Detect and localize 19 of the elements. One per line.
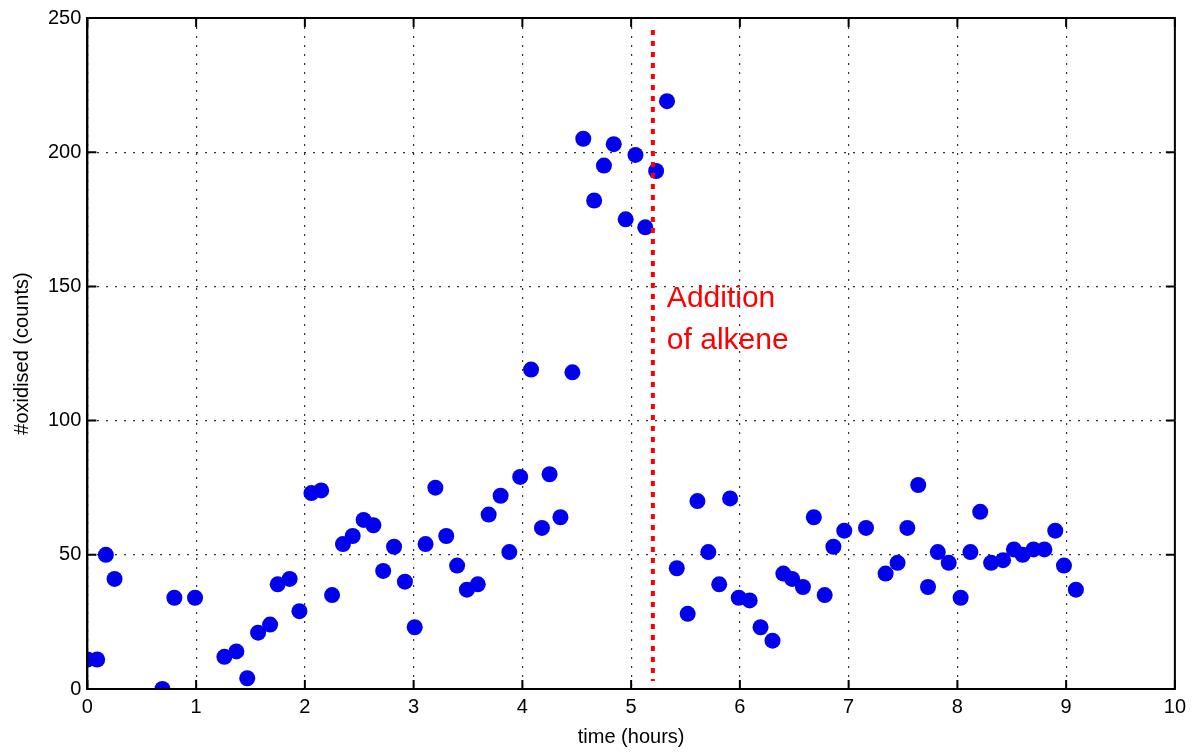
x-tick-label: 9 (1060, 694, 1072, 717)
y-tick-label: 150 (47, 273, 82, 296)
x-tick-label: 6 (734, 694, 746, 717)
x-tick-label: 1 (190, 694, 202, 717)
x-tick-label: 4 (516, 694, 528, 717)
y-tick-label: 100 (47, 408, 82, 431)
y-tick-label: 200 (47, 139, 82, 162)
x-axis-title: time (hours) (577, 724, 685, 747)
x-tick-label: 5 (625, 694, 637, 717)
y-axis-title: #oxidised (counts) (9, 272, 32, 435)
y-tick-label: 0 (70, 676, 82, 699)
x-tick-label: 7 (843, 694, 855, 717)
x-tick-label: 10 (1163, 694, 1186, 717)
x-tick-label: 2 (299, 694, 311, 717)
y-tick-label: 250 (47, 5, 82, 28)
x-tick-label: 3 (408, 694, 420, 717)
x-tick-label: 8 (951, 694, 963, 717)
y-tick-label: 50 (59, 542, 82, 565)
ref-line-label: Addition of alkene (666, 279, 789, 355)
